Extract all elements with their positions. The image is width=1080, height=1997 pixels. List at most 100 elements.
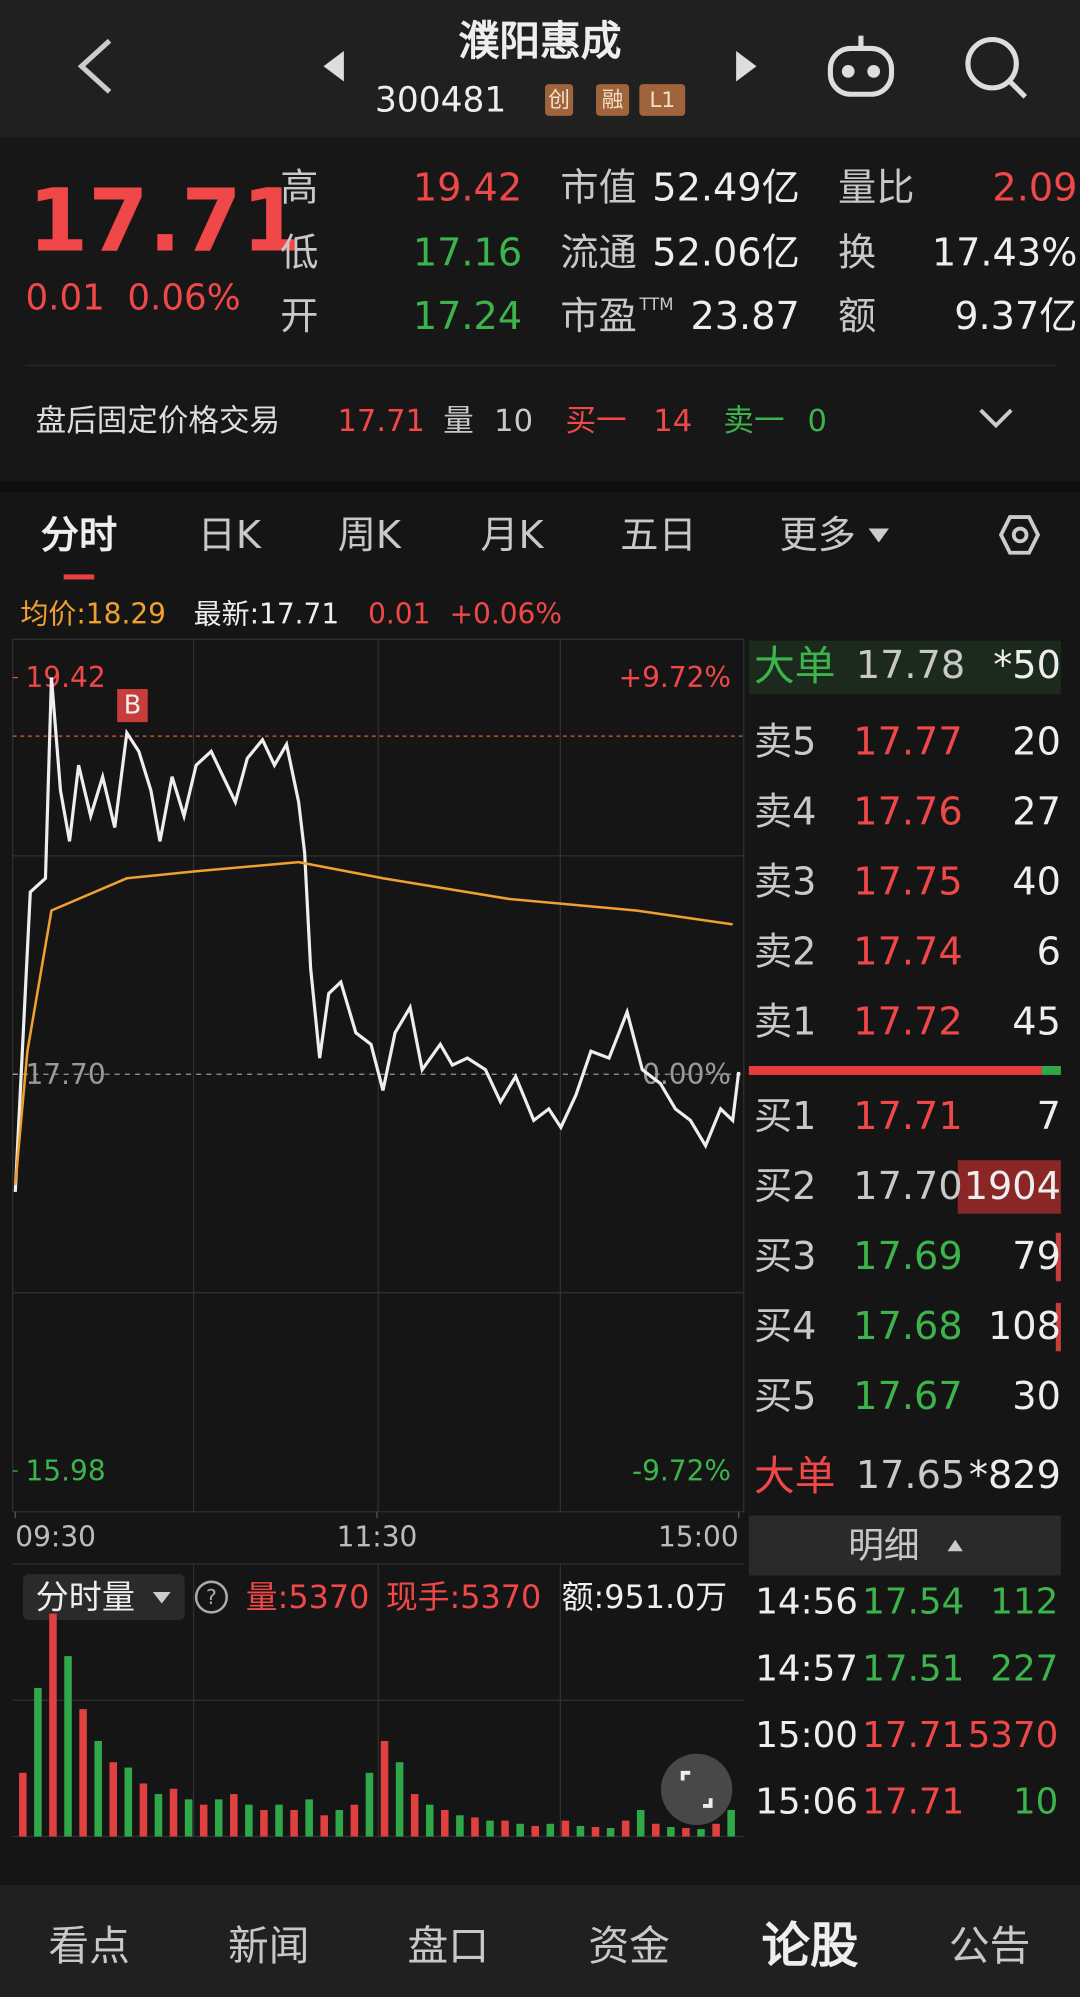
volume-bar: [425, 1804, 434, 1837]
search-icon[interactable]: [965, 36, 1028, 99]
volume-bar: [320, 1815, 329, 1837]
price-line: [13, 677, 741, 1193]
ask-label: 卖4: [754, 791, 816, 835]
prev-stock[interactable]: [323, 50, 344, 82]
bid-bar: [1055, 1232, 1061, 1282]
stock-code: 300481: [375, 81, 506, 121]
nav-item[interactable]: 新闻: [228, 1922, 310, 1970]
ask-price: 17.75: [853, 861, 962, 905]
after-hours-buy: 14: [653, 404, 692, 439]
y-tick-label: 17.70: [25, 1058, 105, 1091]
volume-bar: [697, 1829, 705, 1837]
ask-label: 卖3: [754, 861, 816, 905]
volume-bar: [154, 1794, 163, 1837]
after-hours-price: 17.71: [338, 404, 425, 439]
stat-label-sup: TTM: [638, 295, 673, 314]
stat-value: 17.24: [413, 295, 522, 339]
info-change: 0.01: [368, 597, 430, 630]
fullscreen-button[interactable]: [660, 1753, 733, 1826]
volume-bar: [335, 1809, 344, 1837]
volume-bar: [395, 1762, 404, 1837]
stat-label: 高: [280, 167, 318, 211]
buy-marker: [117, 689, 148, 723]
volume-title: 分时量: [36, 1578, 135, 1617]
badge-bg: [639, 84, 686, 116]
volume-bar: [34, 1687, 42, 1837]
help-icon[interactable]: [194, 1580, 228, 1614]
bid-label: 买1: [754, 1095, 816, 1139]
nav-item[interactable]: 看点: [48, 1922, 130, 1970]
info-change-pct: +0.06%: [450, 597, 562, 630]
stat-label: 流通: [560, 231, 636, 275]
volume-bar: [441, 1809, 449, 1837]
tab[interactable]: 五日: [620, 514, 696, 558]
nav-item[interactable]: 盘口: [408, 1922, 490, 1970]
detail-header-bg[interactable]: [748, 1515, 1061, 1576]
stat-label: 额: [838, 295, 876, 339]
volume-bar: [380, 1741, 389, 1837]
tab[interactable]: 更多: [779, 514, 855, 558]
volume-bar: [410, 1794, 419, 1837]
tab[interactable]: 分时: [41, 514, 117, 558]
x-tick-label: 09:30: [15, 1521, 96, 1554]
expand-chevron[interactable]: [979, 408, 1013, 429]
volume-bar: [501, 1820, 509, 1837]
big-order-bg: [748, 640, 1061, 695]
bid-price: 17.69: [853, 1235, 962, 1279]
stat-value: 19.42: [413, 167, 522, 211]
pct-label: +9.72%: [619, 661, 731, 694]
tab[interactable]: 月K: [480, 514, 544, 558]
tab[interactable]: 日K: [198, 514, 262, 558]
tick-time: 15:06: [755, 1782, 858, 1823]
volume-bar: [531, 1825, 539, 1837]
ask-qty: 20: [1012, 721, 1061, 765]
assistant-icon[interactable]: [827, 35, 895, 97]
fullscreen-icon: [680, 1770, 713, 1808]
tab[interactable]: 周K: [338, 514, 402, 558]
ask-qty: 45: [1012, 1001, 1061, 1045]
nav-item[interactable]: 资金: [588, 1922, 670, 1970]
ask-price: 17.74: [853, 931, 962, 975]
after-hours-vol-label: 量: [443, 404, 474, 439]
volume-bar: [245, 1804, 253, 1837]
tick-price: 17.71: [862, 1782, 964, 1823]
after-hours-buy-label: 买一: [565, 404, 626, 439]
nav-item[interactable]: 公告: [949, 1922, 1031, 1970]
bid-price: 17.71: [853, 1095, 962, 1139]
next-stock[interactable]: [736, 50, 757, 82]
stat-label: 开: [280, 295, 318, 339]
volume-selector[interactable]: [22, 1574, 185, 1621]
ask-qty: 27: [1012, 791, 1061, 835]
tick-qty: 112: [990, 1582, 1058, 1623]
help-mark: ?: [206, 1585, 217, 1609]
volume-bar: [184, 1799, 193, 1837]
volume-bar: [621, 1820, 630, 1837]
header-bg: [0, 0, 1080, 138]
stat-value: 23.87: [690, 295, 799, 339]
back-button[interactable]: [77, 38, 112, 94]
nav-item[interactable]: 论股: [762, 1918, 859, 1974]
settings-icon[interactable]: [998, 515, 1041, 555]
volume-bar: [79, 1709, 87, 1837]
x-tick-label: 15:00: [658, 1521, 739, 1554]
volume-bar: [456, 1815, 464, 1837]
volume-bar: [260, 1809, 268, 1837]
ask-qty: 40: [1012, 861, 1061, 905]
stat-label: 市盈: [560, 295, 636, 339]
pct-label: -9.72%: [632, 1455, 731, 1488]
volume-bar: [350, 1804, 359, 1837]
volume-bar: [214, 1799, 223, 1837]
volume-bar: [305, 1799, 313, 1837]
tick-time: 15:00: [755, 1715, 858, 1756]
bid-qty: 108: [988, 1305, 1061, 1349]
volume-bar: [652, 1823, 660, 1837]
ask-label: 卖2: [754, 931, 816, 975]
badge-bg: [545, 84, 574, 116]
tick-qty: 10: [1013, 1782, 1058, 1823]
badge: L1: [649, 88, 675, 113]
tick-qty: 227: [990, 1648, 1058, 1689]
ask-price: 17.72: [853, 1001, 962, 1045]
gap: [0, 481, 1080, 492]
volume-bar: [275, 1804, 283, 1837]
